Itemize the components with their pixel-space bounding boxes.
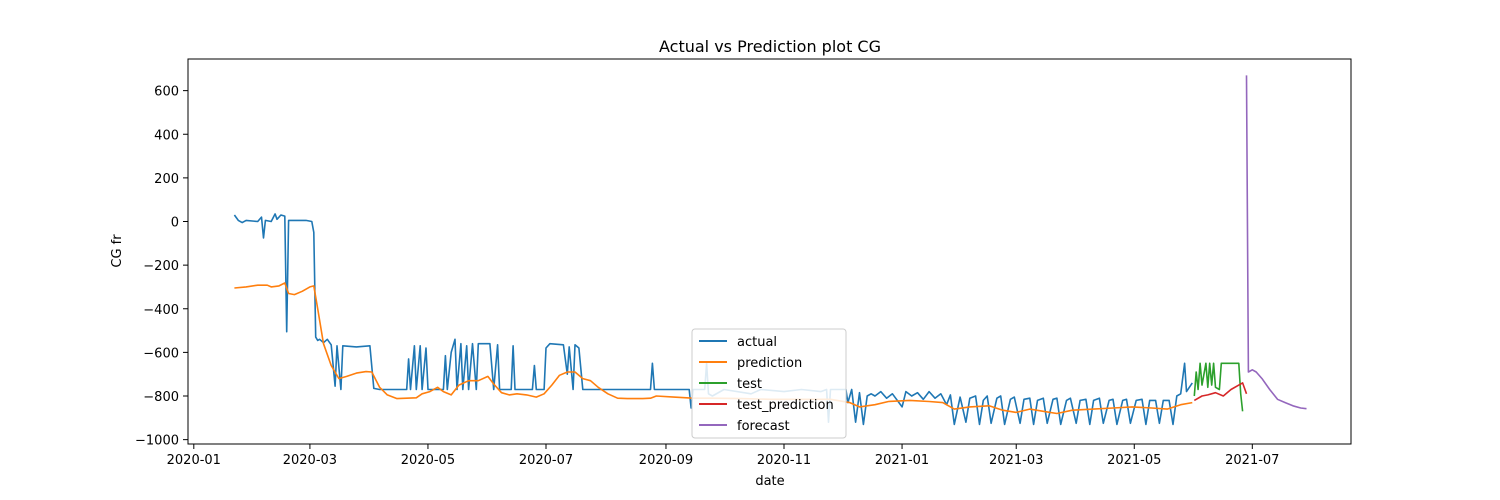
x-tick-label: 2021-07: [1225, 453, 1279, 468]
series-line-prediction: [234, 282, 1193, 415]
plot-frame: [187, 58, 1352, 445]
x-tick-label: 2021-03: [989, 453, 1043, 468]
legend: actual prediction test test_predictionforec…: [691, 328, 847, 439]
y-axis-label: CG fr: [110, 234, 125, 268]
y-tick-label: −200: [143, 259, 179, 274]
y-tick-label: −800: [143, 390, 179, 405]
x-tick-label: 2020-05: [401, 453, 455, 468]
y-tick-label: 200: [154, 172, 179, 187]
legend-box: [691, 328, 847, 439]
y-tick-label: −1000: [135, 434, 179, 449]
legend-label-test-prediction: test_prediction: [737, 398, 834, 413]
x-tick-label: 2020-09: [639, 453, 693, 468]
x-tick-label: 2020-03: [283, 453, 337, 468]
x-tick-label: 2020-07: [519, 453, 573, 468]
x-tick-label: 2021-01: [875, 453, 929, 468]
y-tick-label: −400: [143, 303, 179, 318]
x-axis: 2020-01 2020-03 2020-05 2020-07 2020-09 2020-…: [167, 444, 1279, 468]
series-line-test-prediction: [1193, 382, 1248, 402]
y-tick-label: 400: [154, 128, 179, 143]
x-tick-label: 2021-05: [1107, 453, 1161, 468]
legend-label-test: test: [737, 377, 762, 392]
y-axis: −1000 −800 −600 −400 −200 0 200 400 600: [135, 85, 188, 449]
x-tick-label: 2020-11: [757, 453, 811, 468]
legend-label-prediction: prediction: [737, 356, 802, 371]
chart-title: Actual vs Prediction plot CG: [659, 37, 881, 56]
legend-label-actual: actual: [737, 335, 777, 350]
y-tick-label: −600: [143, 346, 179, 361]
x-tick-label: 2020-01: [167, 453, 221, 468]
series-line-test: [1193, 362, 1244, 412]
y-tick-label: 600: [154, 85, 179, 100]
series-line-forecast: [1245, 75, 1307, 410]
legend-label-forecast: forecast: [737, 419, 790, 434]
y-tick-label: 0: [171, 216, 179, 231]
x-axis-label: date: [755, 474, 784, 489]
